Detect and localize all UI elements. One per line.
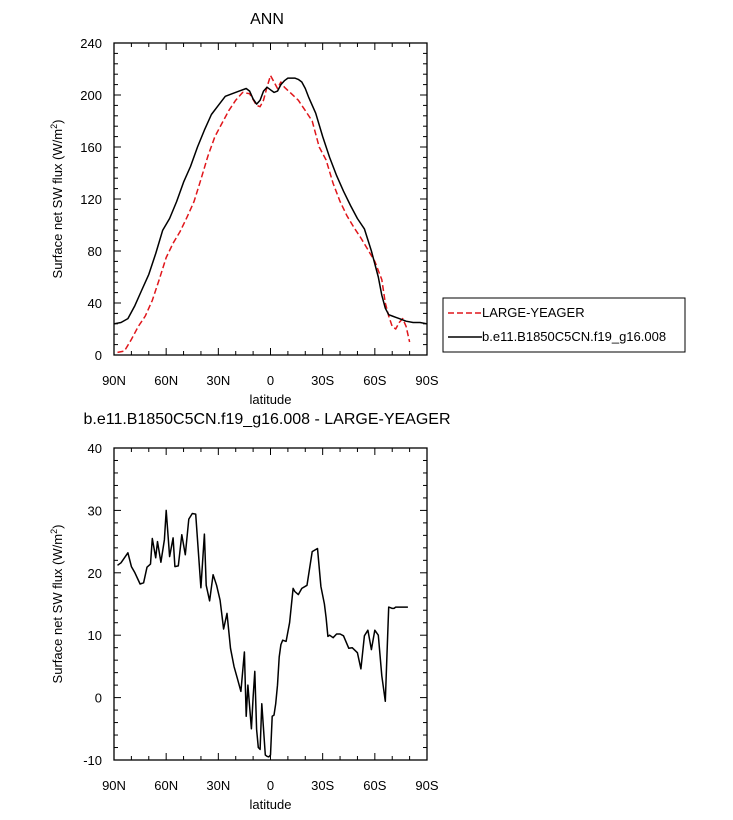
bottom-y-tick-label: 20 bbox=[88, 566, 102, 581]
legend-label-b-e11: b.e11.B1850C5CN.f19_g16.008 bbox=[482, 329, 666, 344]
bottom-chart-y-tick-labels: -10 0 10 20 30 40 bbox=[83, 441, 102, 768]
bottom-chart: b.e11.B1850C5CN.f19_g16.008 - LARGE-YEAG… bbox=[49, 411, 451, 812]
bottom-chart-x-tick-labels: 90N 60N 30N 0 30S 60S 90S bbox=[102, 778, 439, 793]
top-x-tick-label: 30S bbox=[311, 373, 334, 388]
bottom-chart-x-axis-label: latitude bbox=[250, 797, 292, 812]
bottom-chart-y-axis-label: Surface net SW flux (W/m2) bbox=[49, 525, 65, 684]
bottom-chart-ticks bbox=[113, 447, 428, 761]
top-x-tick-label: 90S bbox=[415, 373, 438, 388]
top-chart-y-tick-labels: 0 40 80 120 160 200 240 bbox=[80, 36, 102, 363]
top-chart-x-axis-label: latitude bbox=[250, 392, 292, 407]
bottom-x-tick-label: 30S bbox=[311, 778, 334, 793]
top-chart-ticks bbox=[113, 42, 428, 356]
legend-label-large-yeager: LARGE-YEAGER bbox=[482, 305, 585, 320]
top-y-tick-label: 0 bbox=[95, 348, 102, 363]
top-x-tick-label: 60S bbox=[363, 373, 386, 388]
bottom-y-tick-label: 40 bbox=[88, 441, 102, 456]
bottom-series-line-1 bbox=[117, 509, 408, 758]
bottom-x-tick-label: 90N bbox=[102, 778, 126, 793]
top-chart-x-tick-labels: 90N 60N 30N 0 30S 60S 90S bbox=[102, 373, 439, 388]
bottom-x-tick-label: 60S bbox=[363, 778, 386, 793]
top-y-tick-label: 120 bbox=[80, 192, 102, 207]
bottom-chart-plot-frame bbox=[113, 447, 428, 761]
top-series-line-1 bbox=[117, 74, 411, 354]
top-chart-lines bbox=[113, 74, 428, 354]
bottom-y-tick-label: 10 bbox=[88, 628, 102, 643]
bottom-x-tick-label: 30N bbox=[206, 778, 230, 793]
bottom-x-tick-label: 0 bbox=[267, 778, 274, 793]
bottom-chart-lines bbox=[117, 509, 408, 758]
top-y-tick-label: 80 bbox=[88, 244, 102, 259]
bottom-chart-title: b.e11.B1850C5CN.f19_g16.008 - LARGE-YEAG… bbox=[83, 411, 450, 428]
bottom-x-tick-label: 60N bbox=[154, 778, 178, 793]
top-y-tick-label: 240 bbox=[80, 36, 102, 51]
legend-box bbox=[442, 297, 686, 353]
top-y-label-main: Surface net SW flux (W/m bbox=[50, 129, 65, 279]
top-chart-title: ANN bbox=[250, 11, 284, 28]
top-x-tick-label: 0 bbox=[267, 373, 274, 388]
top-y-label-tail: ) bbox=[50, 120, 65, 124]
bottom-x-tick-label: 90S bbox=[415, 778, 438, 793]
bottom-y-tick-label: 0 bbox=[95, 691, 102, 706]
top-x-tick-label: 60N bbox=[154, 373, 178, 388]
top-chart: ANN 90N 60N 30N 0 30S 60S 90S 0 40 80 12… bbox=[49, 11, 686, 407]
top-y-tick-label: 40 bbox=[88, 296, 102, 311]
bottom-y-tick-label: 30 bbox=[88, 503, 102, 518]
top-chart-y-axis-label: Surface net SW flux (W/m2) bbox=[49, 120, 65, 279]
top-y-label-sup: 2 bbox=[49, 124, 59, 129]
bottom-y-label-tail: ) bbox=[50, 525, 65, 529]
top-y-tick-label: 160 bbox=[80, 140, 102, 155]
top-x-tick-label: 90N bbox=[102, 373, 126, 388]
bottom-y-tick-label: -10 bbox=[83, 753, 102, 768]
bottom-y-label-sup: 2 bbox=[49, 529, 59, 534]
legend: LARGE-YEAGER b.e11.B1850C5CN.f19_g16.008 bbox=[442, 297, 686, 353]
bottom-y-label-main: Surface net SW flux (W/m bbox=[50, 534, 65, 684]
top-x-tick-label: 30N bbox=[206, 373, 230, 388]
top-series-line-2 bbox=[113, 77, 428, 325]
top-y-tick-label: 200 bbox=[80, 88, 102, 103]
